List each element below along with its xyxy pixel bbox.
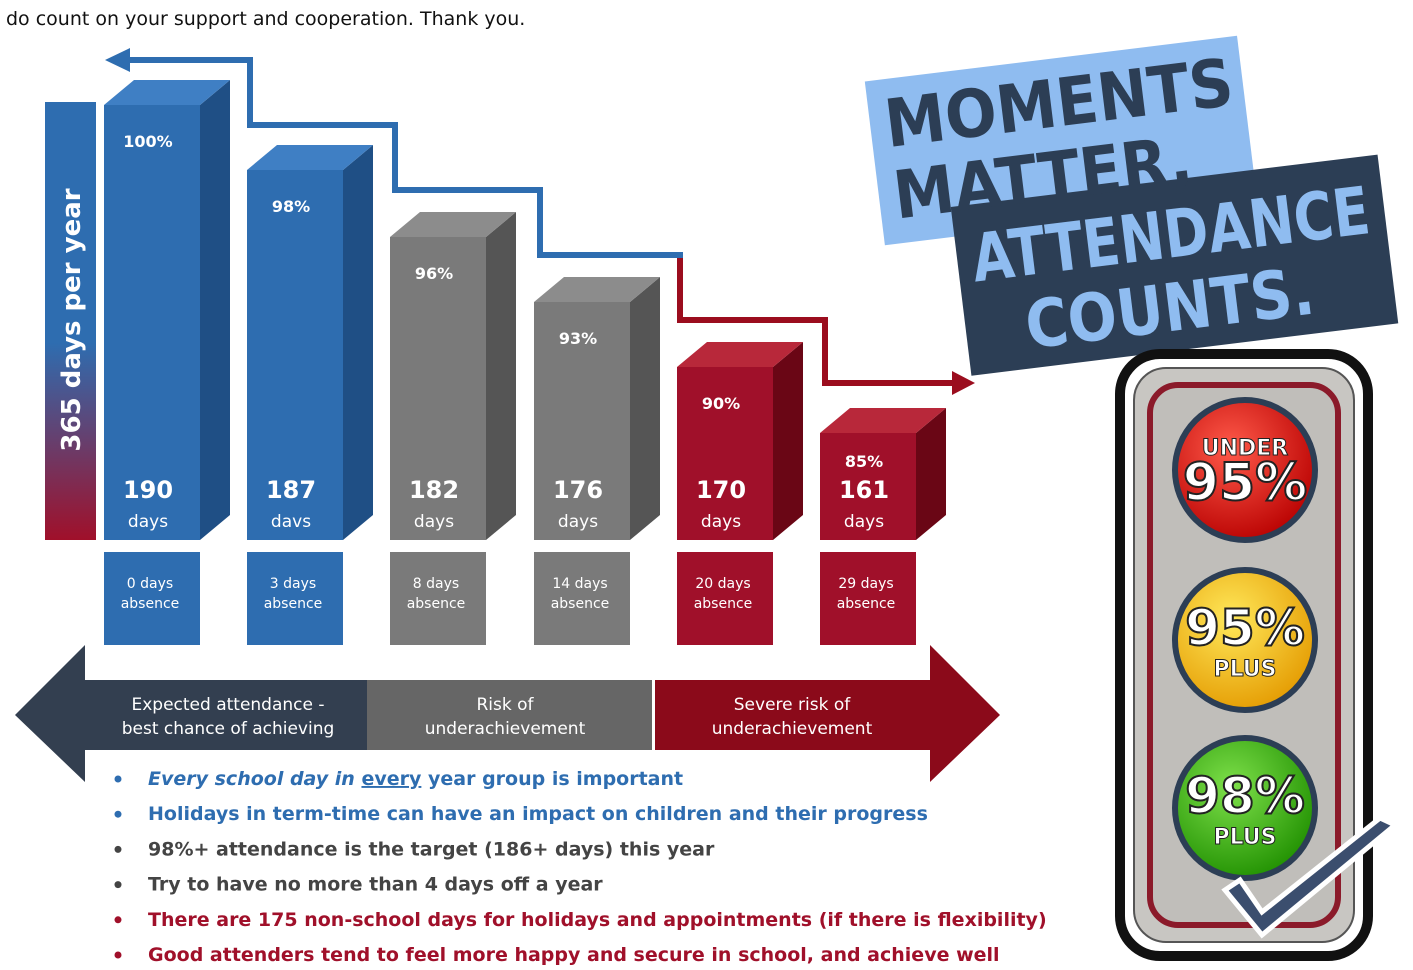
bar-unit: days bbox=[844, 512, 884, 532]
bullet-text: There are 175 non-school days for holida… bbox=[148, 909, 1047, 931]
bullet-text: Try to have no more than 4 days off a ye… bbox=[148, 874, 603, 896]
bullet-part: Every school day in bbox=[148, 768, 361, 790]
light-main: 95% bbox=[1183, 453, 1307, 513]
absence-text: absence bbox=[121, 596, 180, 612]
bullet-text: Holidays in term-time can have an impact… bbox=[148, 803, 928, 825]
bar-days: 161 bbox=[839, 476, 889, 504]
light-main: 98% bbox=[1185, 767, 1305, 825]
absence-text: absence bbox=[694, 596, 753, 612]
bullet-part: There are 175 non-school days for holida… bbox=[148, 909, 1047, 931]
bullet-text: 98%+ attendance is the target (186+ days… bbox=[148, 838, 715, 860]
bullet-dot bbox=[115, 776, 122, 783]
absence-text: 8 days bbox=[413, 576, 459, 592]
absence-text: 3 days bbox=[270, 576, 316, 592]
arrow-head bbox=[105, 48, 130, 72]
bar-unit: days bbox=[558, 512, 598, 532]
bar-unit: days bbox=[701, 512, 741, 532]
bar-unit: days bbox=[414, 512, 454, 532]
bar-percent: 96% bbox=[415, 264, 453, 283]
bullet-dot bbox=[115, 952, 122, 959]
light-bottom: PLUS bbox=[1213, 825, 1276, 850]
bar-side bbox=[630, 277, 660, 540]
bar-percent: 90% bbox=[702, 394, 740, 413]
bullet-text: Good attenders tend to feel more happy a… bbox=[148, 944, 1000, 966]
bar-days: 182 bbox=[409, 476, 459, 504]
light-bottom: PLUS bbox=[1213, 657, 1276, 682]
absence-text: absence bbox=[551, 596, 610, 612]
bar-percent: 100% bbox=[123, 132, 172, 151]
absence-text: 0 days bbox=[127, 576, 173, 592]
bullet-part: Holidays in term-time can have an impact… bbox=[148, 803, 928, 825]
bar-unit: days bbox=[128, 512, 168, 532]
bar-percent: 93% bbox=[559, 329, 597, 348]
page: do count on your support and cooperation… bbox=[0, 0, 1413, 970]
bullet-part: every bbox=[361, 768, 422, 790]
absence-text: absence bbox=[407, 596, 466, 612]
side-label: 365 days per year bbox=[57, 188, 87, 451]
bullet-part: Good attenders tend to feel more happy a… bbox=[148, 944, 1000, 966]
bar-side bbox=[343, 145, 373, 540]
bar-side bbox=[200, 80, 230, 540]
bullet-part: Try to have no more than 4 days off a ye… bbox=[148, 874, 603, 896]
band-text: underachievement bbox=[425, 719, 586, 739]
bullet-part: 98%+ attendance is the target (186+ days… bbox=[148, 838, 715, 860]
absence-text: 29 days bbox=[838, 576, 893, 592]
band-text: Expected attendance - bbox=[131, 695, 324, 715]
bullet-dot bbox=[115, 916, 122, 923]
absence-text: 14 days bbox=[552, 576, 607, 592]
bar bbox=[104, 105, 200, 540]
absence-text: absence bbox=[264, 596, 323, 612]
bar-percent: 85% bbox=[845, 452, 883, 471]
bar-days: 190 bbox=[123, 476, 173, 504]
bullet-dot bbox=[115, 811, 122, 818]
bullet-dot bbox=[115, 881, 122, 888]
absence-text: 20 days bbox=[695, 576, 750, 592]
bar-percent: 98% bbox=[272, 197, 310, 216]
bar-unit: davs bbox=[271, 512, 311, 532]
bar-side bbox=[773, 342, 803, 540]
bar-side bbox=[486, 212, 516, 540]
band-text: best chance of achieving bbox=[122, 719, 335, 739]
intro: do count on your support and cooperation… bbox=[6, 8, 525, 30]
bullet-part: year group is important bbox=[421, 768, 683, 790]
band-text: underachievement bbox=[712, 719, 873, 739]
light-main: 95% bbox=[1185, 599, 1305, 657]
band-text: Severe risk of bbox=[734, 695, 851, 715]
band-text: Risk of bbox=[476, 695, 534, 715]
bar-days: 187 bbox=[266, 476, 316, 504]
bullet-text: Every school day in every year group is … bbox=[148, 768, 683, 790]
bar-days: 170 bbox=[696, 476, 746, 504]
bullet-dot bbox=[115, 846, 122, 853]
poster: MOMENTS MATTER, ATTENDANCE COUNTS. bbox=[865, 21, 1398, 385]
bar-days: 176 bbox=[553, 476, 603, 504]
absence-text: absence bbox=[837, 596, 896, 612]
